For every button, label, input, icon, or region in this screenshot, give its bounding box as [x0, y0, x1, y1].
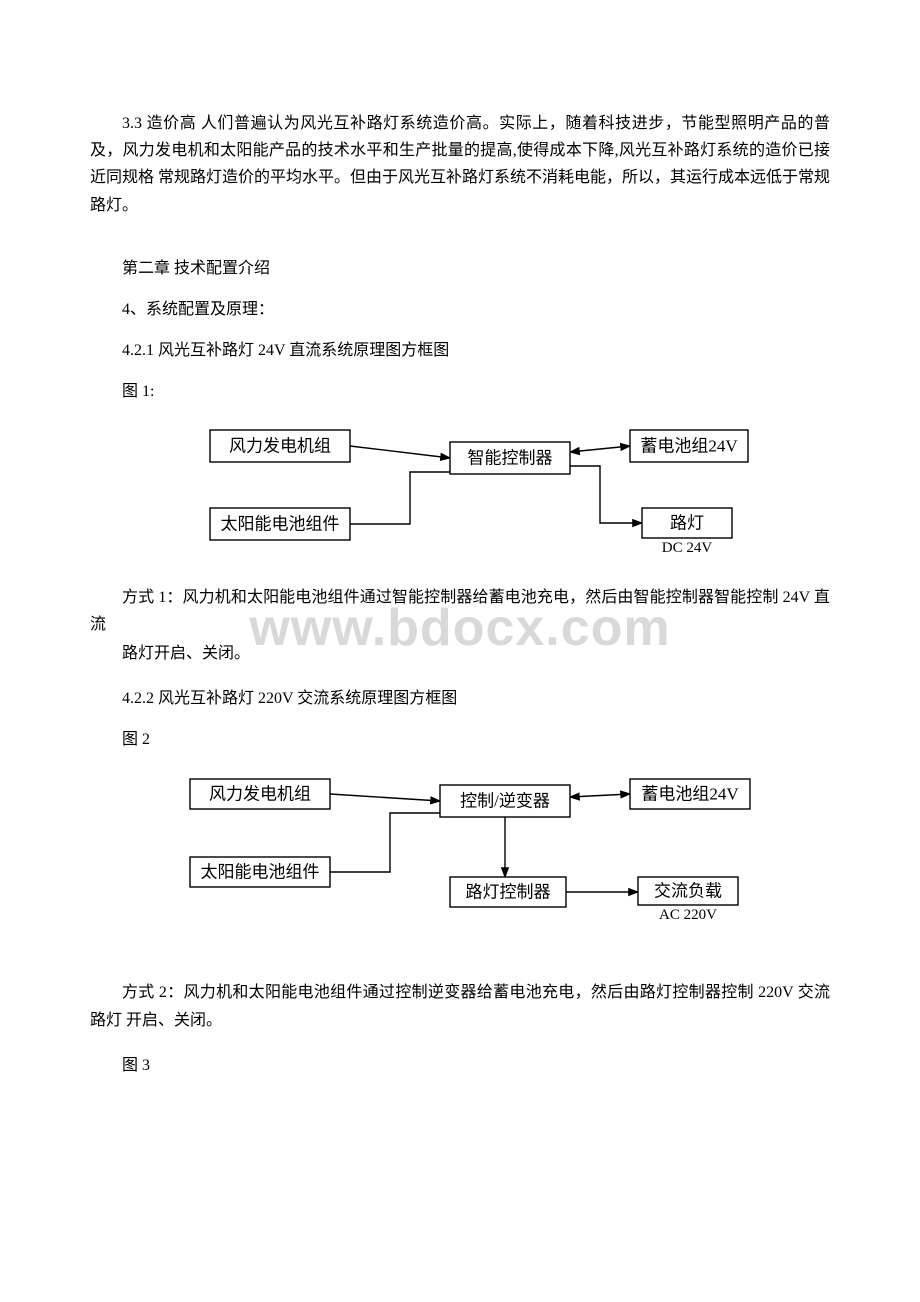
diagram-edge — [350, 446, 450, 458]
diagram-node-label: 蓄电池组24V — [641, 785, 739, 804]
diagram-node-label: 交流负载 — [654, 882, 722, 901]
diagram-node-label: 控制/逆变器 — [460, 792, 550, 811]
diagram-node-label: 路灯 — [670, 513, 704, 532]
mode-1-text-a: 方式 1：风力机和太阳能电池组件通过智能控制器给蓄电池充电，然后由智能控制器智能… — [90, 584, 830, 638]
diagram-edge — [330, 794, 440, 801]
figure-1-label: 图 1: — [90, 378, 830, 405]
diagram-node-sublabel: AC 220V — [659, 907, 717, 923]
diagram-node-label: 风力发电机组 — [209, 785, 311, 804]
diagram-node-sublabel: DC 24V — [662, 540, 713, 556]
section-4-heading: 4、系统配置及原理： — [90, 296, 830, 323]
diagram-node-label: 智能控制器 — [468, 448, 553, 467]
figure-3-label: 图 3 — [90, 1052, 830, 1079]
diagram-edge — [570, 794, 630, 797]
diagram-1: 风力发电机组太阳能电池组件 智能控制器 蓄电池组24V 路灯 DC 24V — [170, 420, 750, 560]
figure-2-label: 图 2 — [90, 726, 830, 753]
mode-2-text: 方式 2：风力机和太阳能电池组件通过控制逆变器给蓄电池充电，然后由路灯控制器控制… — [90, 979, 830, 1033]
diagram-node-label: 蓄电池组24V — [640, 436, 738, 455]
diagram-edge — [570, 446, 630, 452]
diagram-node-label: 风力发电机组 — [229, 436, 331, 455]
mode-1-text-b: 路灯开启、关闭。 — [90, 640, 830, 667]
diagram-edge — [350, 472, 450, 524]
diagram-node-label: 太阳能电池组件 — [221, 514, 340, 533]
diagram-node-label: 路灯控制器 — [466, 883, 551, 902]
diagram-2-container: 风力发电机组太阳能电池组件 控制/逆变器 蓄电池组24V 路灯控制器 交流负载 AC 22… — [90, 767, 830, 937]
paragraph-3-3: 3.3 造价高 人们普遍认为风光互补路灯系统造价高。实际上，随着科技进步，节能型… — [90, 110, 830, 219]
section-4-2-1-heading: 4.2.1 风光互补路灯 24V 直流系统原理图方框图 — [90, 337, 830, 364]
diagram-edge — [570, 466, 642, 523]
section-4-2-2-heading: 4.2.2 风光互补路灯 220V 交流系统原理图方框图 — [90, 685, 830, 712]
diagram-2: 风力发电机组太阳能电池组件 控制/逆变器 蓄电池组24V 路灯控制器 交流负载 AC 22… — [160, 767, 760, 937]
diagram-1-container: 风力发电机组太阳能电池组件 智能控制器 蓄电池组24V 路灯 DC 24V — [90, 420, 830, 560]
diagram-node-label: 太阳能电池组件 — [201, 863, 320, 882]
diagram-edge — [330, 813, 440, 872]
chapter-2-heading: 第二章 技术配置介绍 — [90, 255, 830, 282]
